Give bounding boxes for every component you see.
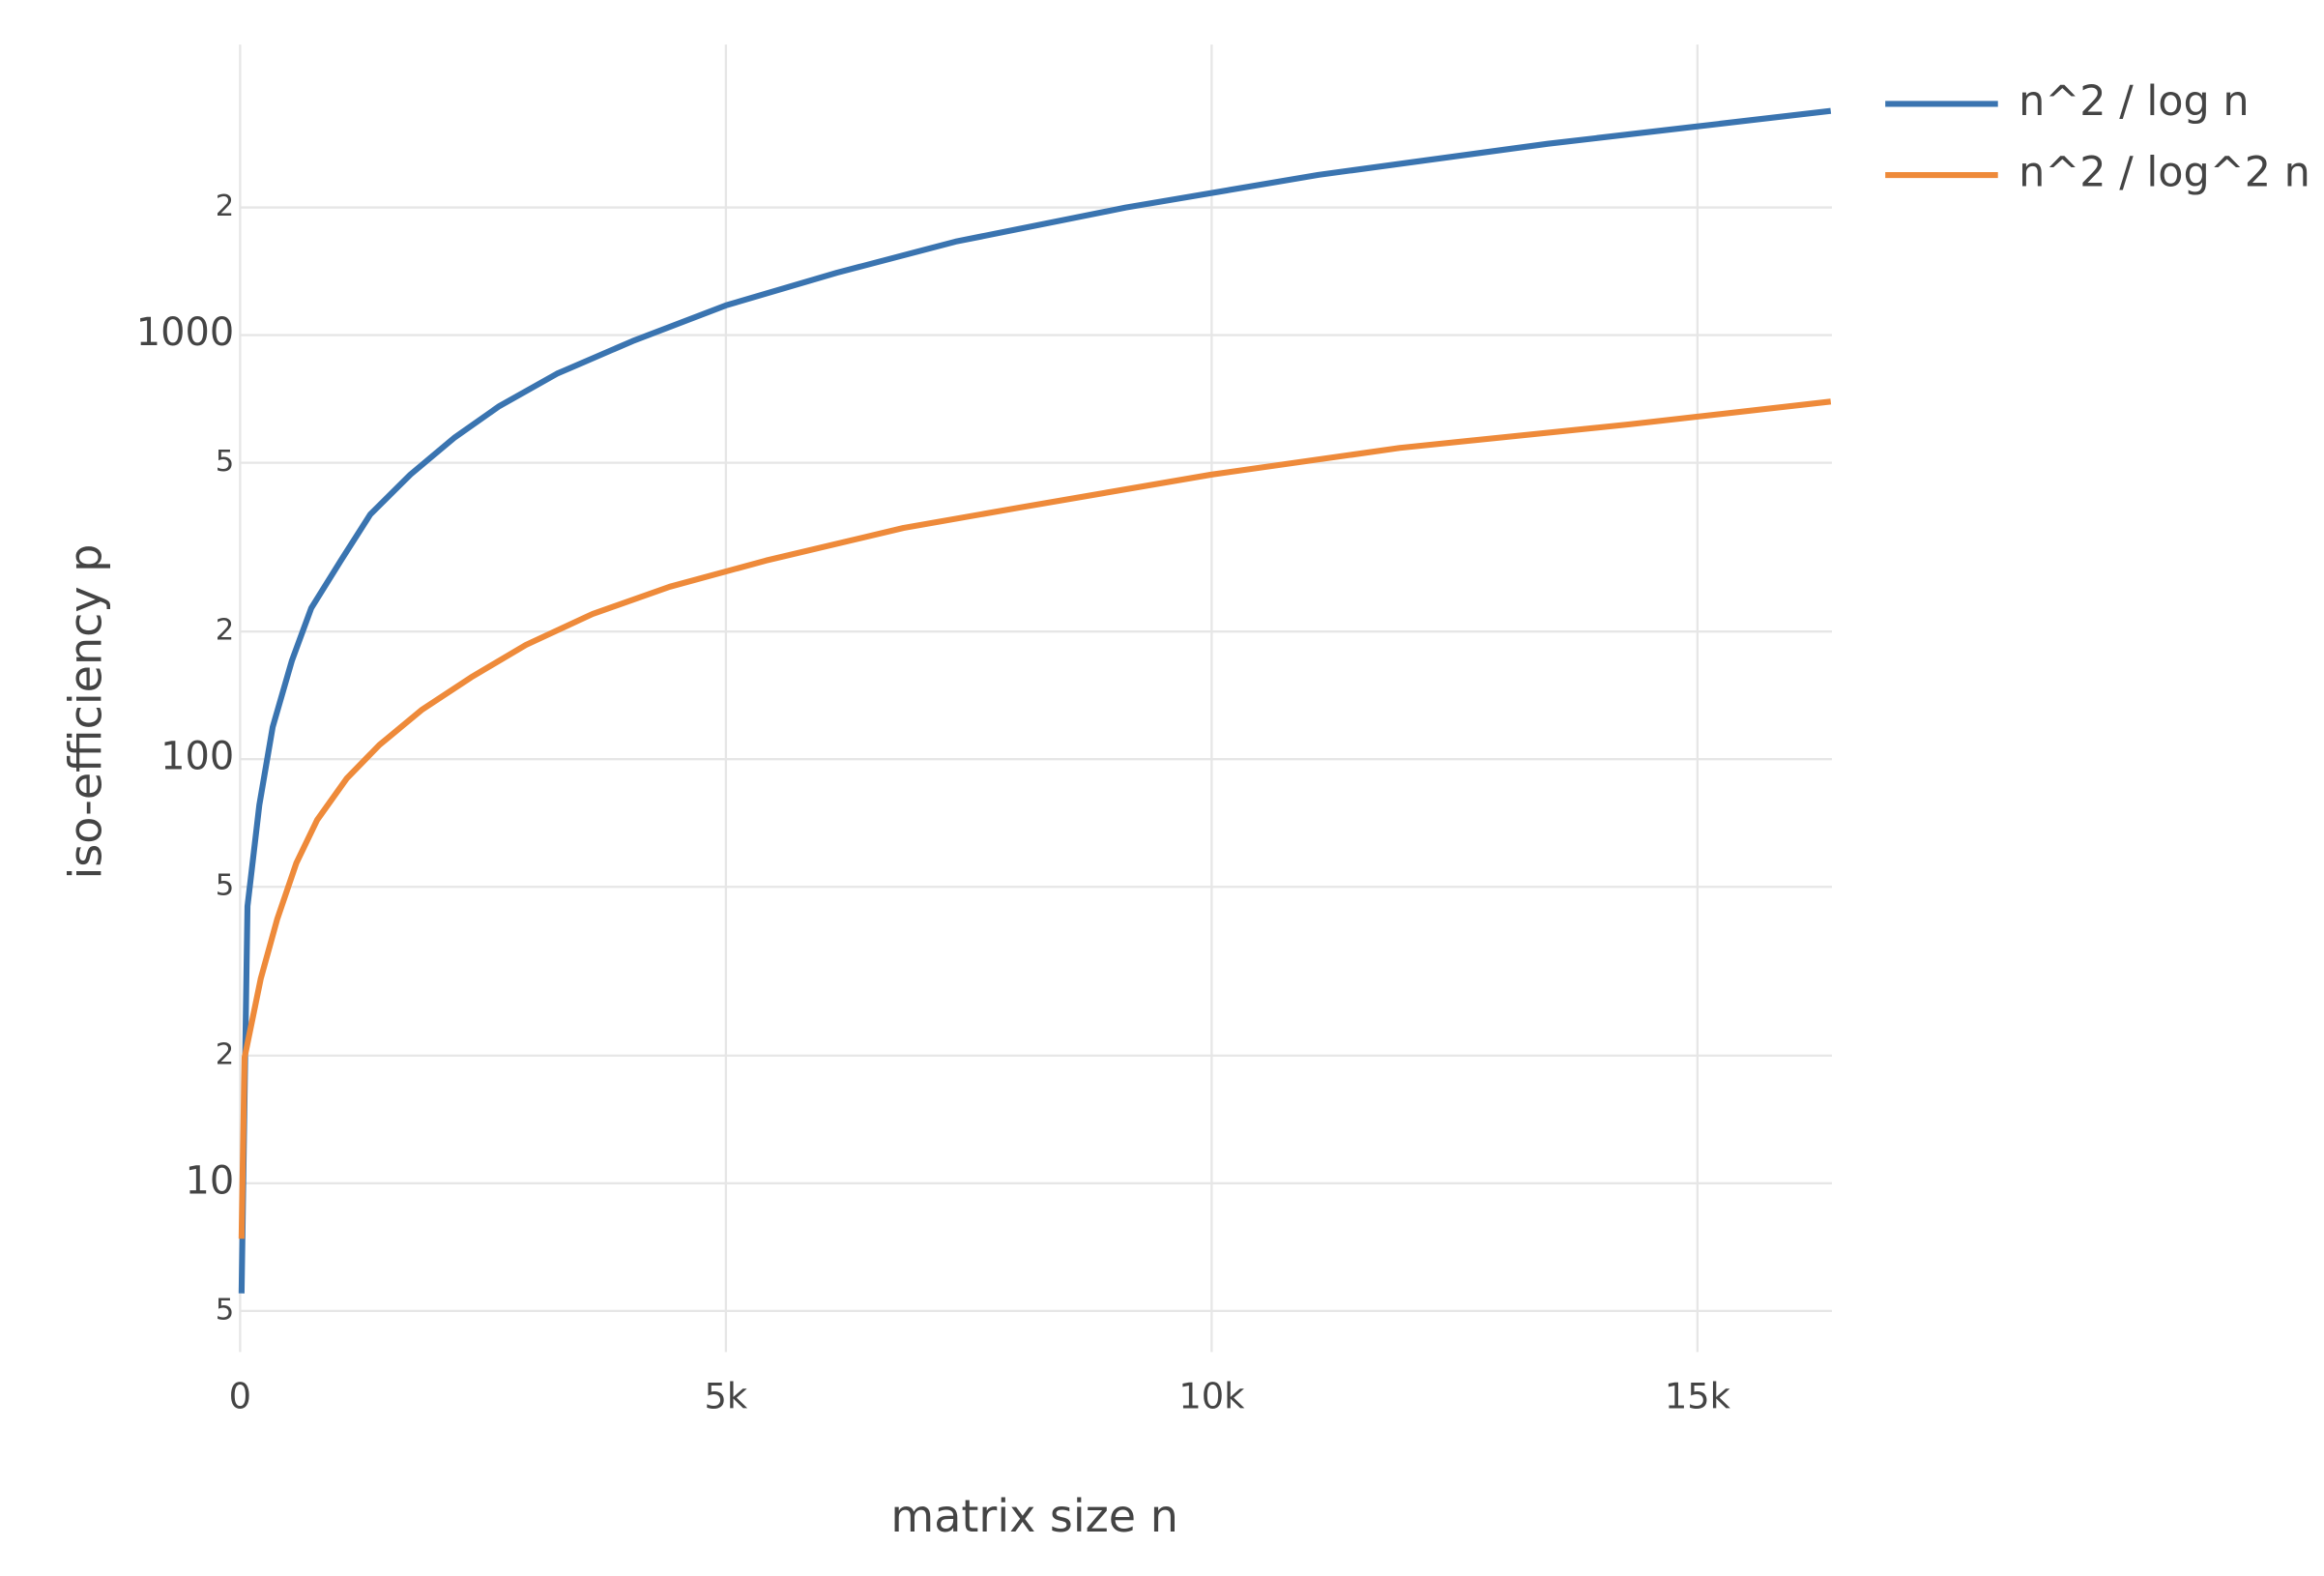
y-tick-label: 2 bbox=[216, 1037, 235, 1071]
legend-label: n^2 / log^2 n bbox=[2019, 149, 2310, 197]
x-tick-label: 15k bbox=[1665, 1375, 1731, 1416]
x-tick-label: 0 bbox=[229, 1375, 251, 1416]
y-tick-label: 2 bbox=[216, 614, 235, 648]
x-tick-label: 10k bbox=[1178, 1375, 1245, 1416]
x-tick-label: 5k bbox=[705, 1375, 748, 1416]
x-axis-title: matrix size n bbox=[890, 1490, 1177, 1542]
series-line bbox=[238, 107, 1832, 1294]
y-tick-label: 5 bbox=[216, 445, 235, 479]
y-tick-label: 5 bbox=[216, 1293, 235, 1327]
y-tick-label: 5 bbox=[216, 869, 235, 903]
y-tick-label: 10 bbox=[186, 1158, 235, 1203]
labels: 0 5k 10k 15k 5 10 2 5 100 2 5 1000 2 n^2 / log n n^2 /… bbox=[136, 77, 2310, 1416]
y-tick-label: 100 bbox=[160, 735, 234, 779]
y-tick-label: 2 bbox=[216, 190, 235, 223]
y-axis-title: iso-efficiency p bbox=[59, 544, 111, 880]
legend-label: n^2 / log n bbox=[2019, 77, 2249, 126]
series-line bbox=[238, 398, 1832, 1240]
y-tick-label: 1000 bbox=[136, 310, 234, 355]
plot-lines bbox=[238, 107, 1832, 1294]
grid bbox=[239, 44, 1832, 1353]
